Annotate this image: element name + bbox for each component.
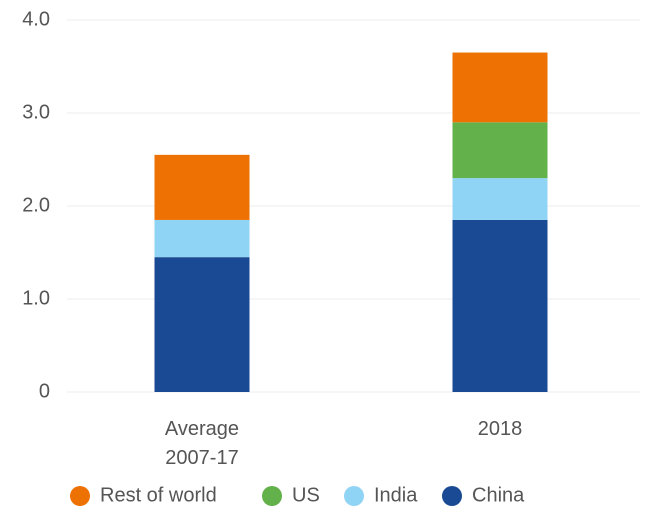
y-tick-label: 3.0 [22, 101, 50, 123]
x-tick-label: 2018 [477, 418, 523, 440]
y-tick-label: 2.0 [22, 194, 50, 216]
y-tick-label: 0 [39, 380, 50, 402]
legend-marker [70, 486, 90, 506]
legend-label: Rest of world [100, 484, 217, 506]
bar-segment [452, 52, 548, 123]
y-tick-label: 4.0 [22, 8, 50, 30]
legend-marker [442, 486, 462, 506]
bar-segment [452, 178, 548, 220]
bar-segment [154, 257, 250, 392]
legend-label: US [292, 484, 320, 506]
bar-segment [154, 154, 250, 220]
legend-marker [262, 486, 282, 506]
bar-segment [154, 219, 250, 258]
legend-label: China [472, 484, 525, 506]
bar-segment [452, 122, 548, 179]
legend-marker [344, 486, 364, 506]
bar-segment [452, 219, 548, 392]
y-tick-label: 1.0 [22, 287, 50, 309]
legend-label: India [374, 484, 418, 506]
x-tick-label: Average 2007-17 [164, 418, 240, 469]
